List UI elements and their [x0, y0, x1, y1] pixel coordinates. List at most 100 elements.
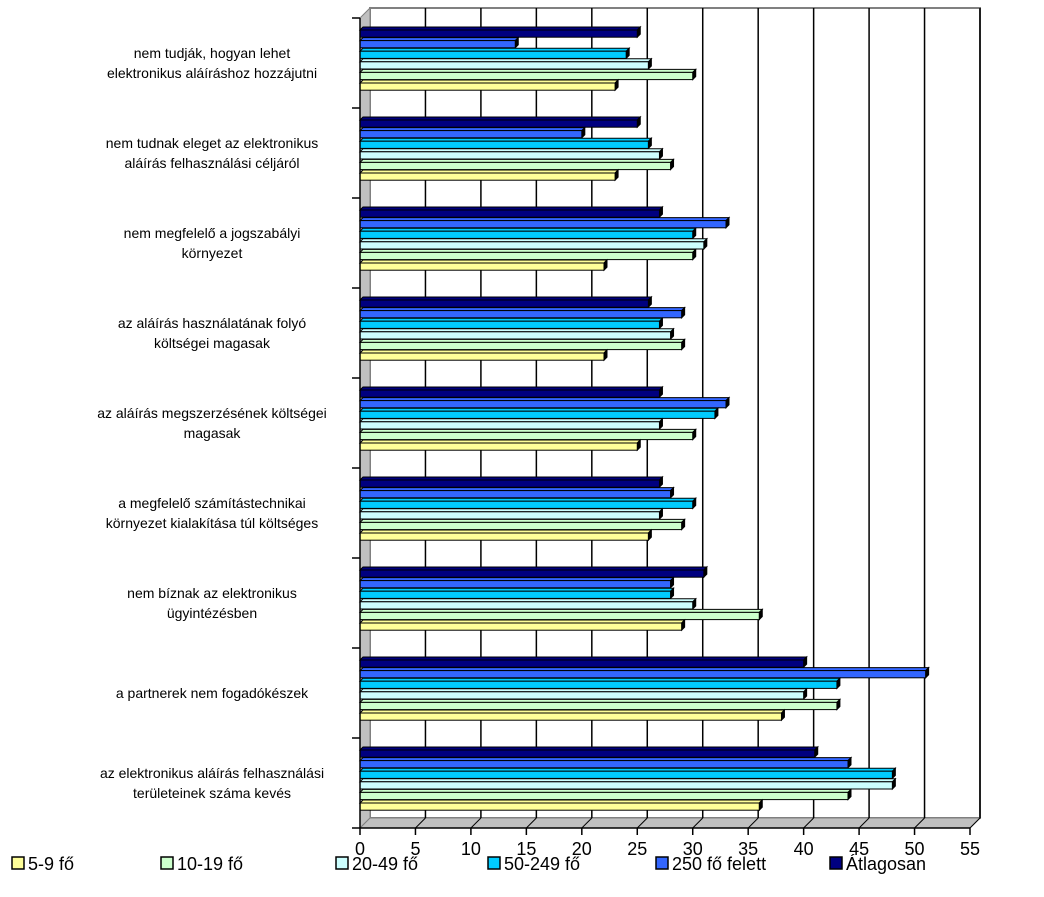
bar [358, 248, 697, 261]
bar [358, 576, 675, 590]
x-tick-label: 35 [738, 839, 758, 859]
bar [358, 406, 720, 420]
category-label: nem tudják, hogyan lehet elektronikus alá… [107, 45, 317, 81]
bar-front-face [359, 659, 805, 668]
legend-label: 5-9 fő [28, 854, 74, 874]
bar [358, 147, 664, 161]
legend-swatch [487, 856, 501, 870]
bar-front-face [359, 82, 616, 91]
legend-swatch [160, 856, 174, 870]
gridline-floor [914, 817, 925, 829]
category-label: nem bíznak az elektronikus ügyintézésben [127, 585, 297, 621]
bar-front-face [359, 569, 705, 578]
bar-front-face [359, 400, 727, 409]
bar [358, 68, 697, 81]
bar [358, 348, 609, 362]
legend-swatch [829, 856, 843, 870]
bar-front-face [359, 532, 649, 541]
bar-front-face [359, 151, 660, 160]
bar [358, 78, 620, 92]
bar-front-face [359, 770, 893, 779]
legend-swatch [655, 856, 669, 870]
bar-front-face [359, 421, 660, 430]
bar-front-face [359, 500, 694, 509]
legend-label: 10-19 fő [177, 854, 243, 874]
bar [358, 475, 664, 489]
bar [358, 258, 609, 272]
bar-front-face [359, 299, 649, 308]
bar-front-face [359, 71, 694, 81]
bar-front-face [359, 670, 927, 679]
gridline-floor [803, 817, 814, 829]
bar [358, 565, 709, 579]
bar [358, 237, 709, 251]
bar [358, 46, 631, 60]
bar [358, 205, 664, 219]
bar [358, 306, 686, 320]
gridline-floor [470, 817, 482, 829]
bar-front-face [359, 490, 672, 499]
bar-front-face [359, 802, 760, 811]
bar-front-face [359, 50, 627, 59]
bar [358, 698, 842, 711]
bar [358, 496, 697, 510]
bar-front-face [359, 479, 660, 488]
bar [358, 777, 897, 791]
bar [358, 295, 653, 309]
bar [358, 687, 808, 701]
bar-front-face [359, 119, 638, 128]
x-tick-label: 10 [461, 839, 481, 859]
bar-front-face [359, 341, 683, 351]
bar [358, 745, 819, 759]
bar-front-face [359, 209, 660, 218]
bar [358, 618, 686, 632]
bar-front-face [359, 622, 683, 631]
bar [358, 136, 653, 150]
bar-front-face [359, 442, 638, 451]
bar-front-face [359, 61, 649, 70]
legend-label: 50-249 fő [504, 854, 580, 874]
bar-front-face [359, 712, 782, 721]
bar-front-face [359, 220, 727, 229]
category-label: a partnerek nem fogadókészek [116, 685, 309, 701]
legend-item: Átlagosan [829, 854, 926, 874]
bar-front-face [359, 230, 694, 239]
bar-front-face [359, 521, 683, 531]
bar [358, 168, 620, 182]
bar-front-face [359, 29, 638, 38]
gridline-floor [636, 817, 648, 829]
gridline-floor [581, 817, 593, 829]
bar [358, 158, 675, 171]
category-label: a megfelelő számítástechnikai környezet k… [106, 495, 318, 531]
gridline-floor [415, 817, 426, 829]
bar-front-face [359, 590, 672, 599]
bar [358, 608, 764, 621]
bar [358, 417, 664, 431]
bar [358, 216, 731, 230]
category-label: nem megfelelő a jogszabályi környezet [124, 225, 301, 261]
x-tick-label: 20 [572, 839, 592, 859]
bar-front-face [359, 601, 694, 610]
bar-front-face [359, 691, 805, 700]
bar-front-face [359, 352, 605, 361]
bar-front-face [359, 40, 516, 49]
x-tick-label: 5 [410, 839, 420, 859]
bar-front-face [359, 701, 838, 711]
gridline-floor [747, 817, 759, 829]
bar-front-face [359, 389, 660, 398]
bar [358, 507, 664, 521]
x-tick-label: 55 [960, 839, 980, 859]
x-tick-label: 15 [516, 839, 536, 859]
gridline-floor [858, 817, 870, 829]
x-tick-label: 30 [683, 839, 703, 859]
legend-item: 20-49 fő [335, 854, 418, 874]
bar-front-face [359, 172, 616, 181]
legend-item: 50-249 fő [487, 854, 580, 874]
category-label: az elektronikus aláírás felhasználási ter… [100, 765, 324, 801]
x-tick-label: 40 [794, 839, 814, 859]
bar [358, 766, 897, 780]
bar [358, 115, 642, 129]
legend-label: 20-49 fő [352, 854, 418, 874]
gridline-floor [526, 817, 537, 829]
